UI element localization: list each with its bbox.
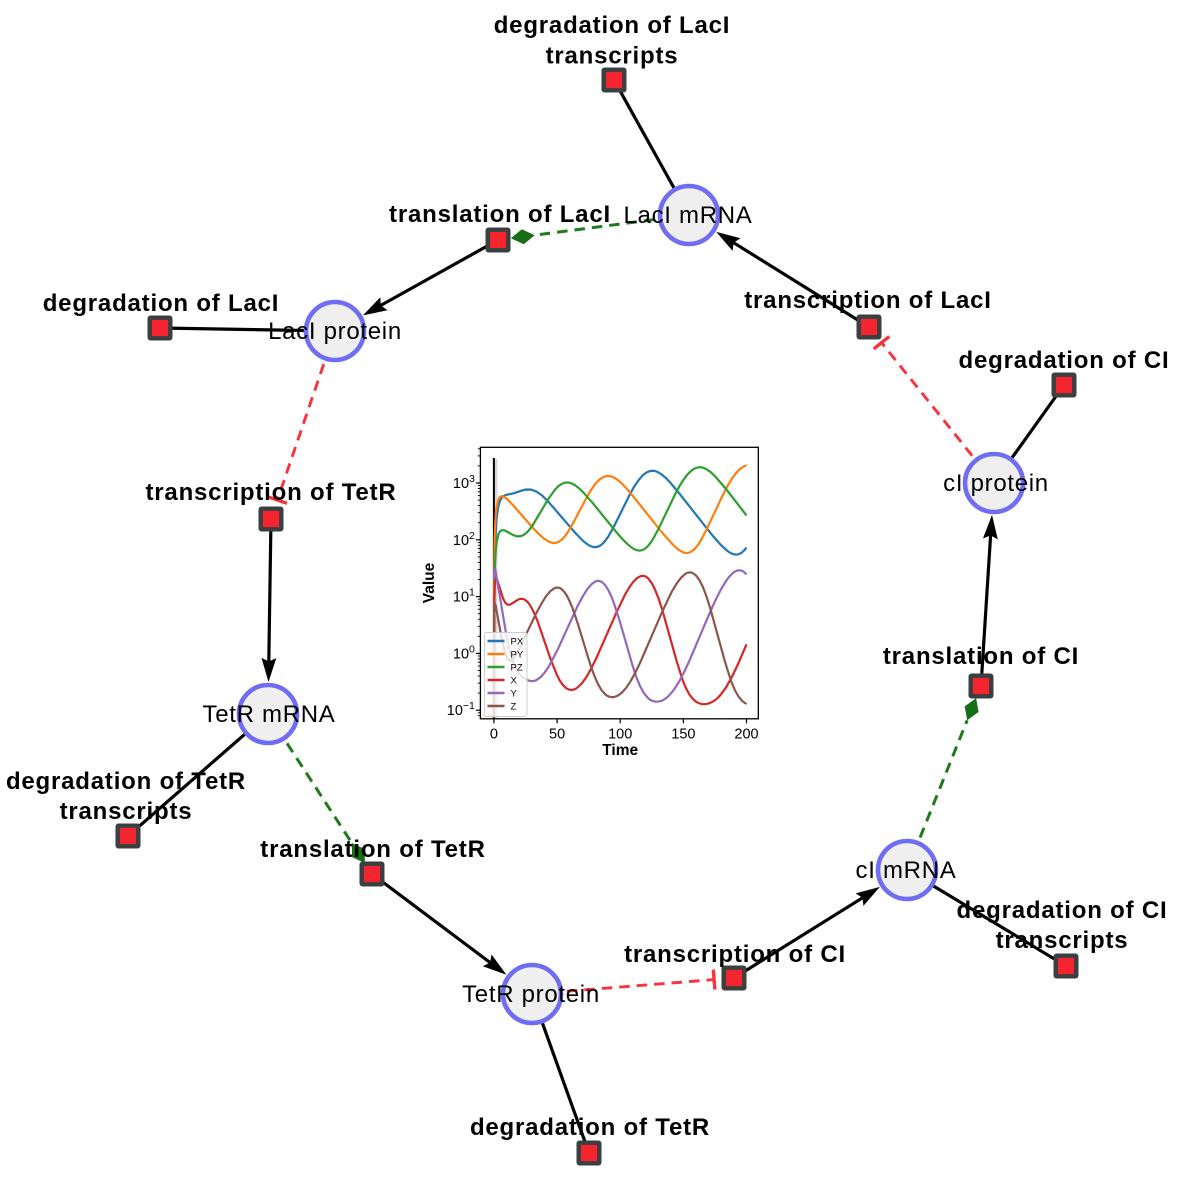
svg-text:102: 102 — [453, 530, 475, 549]
svg-text:degradation of TetR: degradation of TetR — [470, 1114, 710, 1141]
svg-text:100: 100 — [608, 726, 632, 742]
svg-text:degradation of LacI: degradation of LacI — [43, 290, 280, 317]
svg-text:transcripts: transcripts — [996, 927, 1129, 954]
svg-text:transcripts: transcripts — [60, 798, 193, 825]
svg-text:transcription of LacI: transcription of LacI — [744, 287, 992, 314]
svg-text:transcripts: transcripts — [546, 43, 679, 70]
svg-text:transcription of CI: transcription of CI — [624, 941, 846, 968]
svg-text:cI mRNA: cI mRNA — [856, 857, 957, 884]
svg-text:PZ: PZ — [511, 663, 523, 674]
svg-text:transcription of TetR: transcription of TetR — [145, 479, 396, 506]
svg-text:X: X — [511, 676, 518, 687]
svg-text:degradation of LacI: degradation of LacI — [494, 12, 731, 39]
svg-text:LacI protein: LacI protein — [268, 318, 402, 345]
svg-text:degradation of TetR: degradation of TetR — [6, 768, 246, 795]
svg-text:PX: PX — [511, 637, 524, 648]
svg-text:degradation of CI: degradation of CI — [957, 897, 1168, 924]
svg-text:cI protein: cI protein — [943, 470, 1049, 497]
svg-text:Z: Z — [511, 702, 517, 713]
svg-text:0: 0 — [490, 726, 498, 742]
svg-text:degradation of CI: degradation of CI — [959, 347, 1170, 374]
svg-text:50: 50 — [549, 726, 565, 742]
svg-text:Time: Time — [602, 742, 638, 759]
svg-text:200: 200 — [734, 726, 758, 742]
svg-text:150: 150 — [671, 726, 695, 742]
svg-text:Y: Y — [511, 689, 518, 700]
svg-text:translation of CI: translation of CI — [883, 643, 1079, 670]
svg-text:103: 103 — [453, 473, 475, 492]
svg-text:101: 101 — [453, 587, 475, 606]
svg-text:PY: PY — [511, 650, 524, 661]
svg-text:TetR mRNA: TetR mRNA — [203, 701, 336, 728]
svg-text:translation of TetR: translation of TetR — [260, 836, 485, 863]
svg-text:LacI mRNA: LacI mRNA — [624, 202, 753, 229]
svg-text:TetR protein: TetR protein — [462, 981, 600, 1008]
svg-text:Value: Value — [421, 562, 438, 603]
svg-text:translation of LacI: translation of LacI — [389, 201, 611, 228]
svg-text:10−1: 10−1 — [447, 700, 475, 719]
svg-text:100: 100 — [453, 643, 475, 662]
